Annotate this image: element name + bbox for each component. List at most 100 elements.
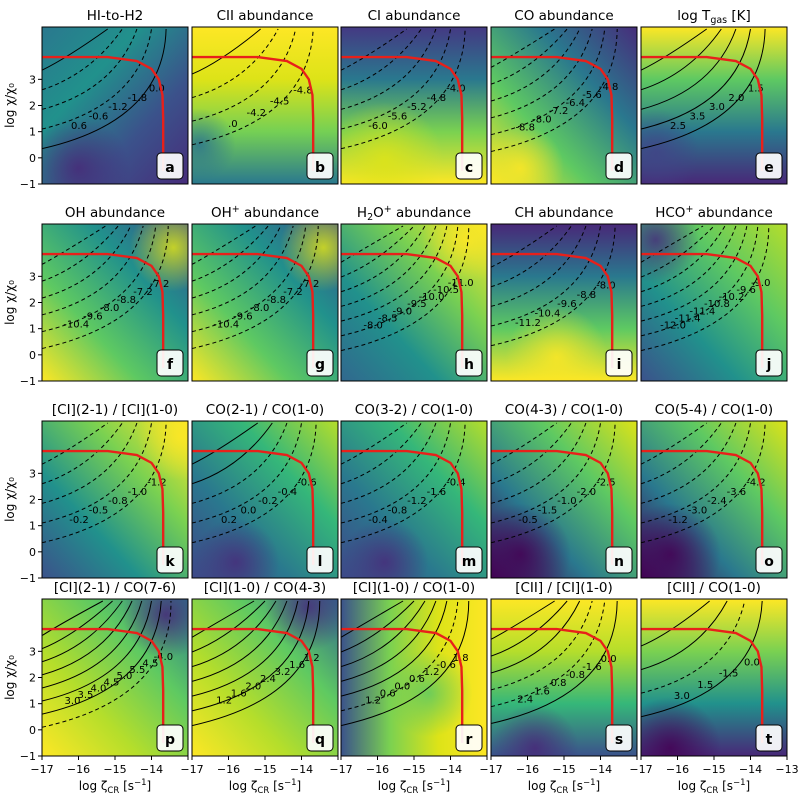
axes-frame <box>191 420 339 579</box>
contour-label: -8.0 <box>532 114 552 125</box>
panel-s: 2.41.60.8-0.8-1.60.0s[CII] / [CI](1-0)−1… <box>479 580 638 796</box>
contour-line <box>641 225 748 322</box>
y-tick-label: 1 <box>29 126 36 139</box>
y-tick-label: −1 <box>20 750 36 763</box>
x-tick-label: −15 <box>402 763 425 776</box>
contour-label: -9.0 <box>393 306 413 317</box>
trajectory-line <box>641 252 764 368</box>
contour-line <box>42 600 162 715</box>
contour-label: -4.5 <box>270 97 290 108</box>
contour-label: -1.0 <box>128 487 148 498</box>
contour-line <box>192 422 317 544</box>
x-tick-label: −17 <box>30 763 53 776</box>
y-tick-label: 2 <box>29 494 36 507</box>
panel-label-box <box>755 724 783 752</box>
panel-title: H2O+ abundance <box>357 204 471 223</box>
x-tick-label: −15 <box>702 763 725 776</box>
panel-label-box <box>455 546 483 574</box>
contour-label: 1.2 <box>424 667 440 678</box>
contour-label: 0.8 <box>551 678 567 689</box>
contour-line <box>192 225 319 349</box>
panel-label: r <box>466 732 473 748</box>
trajectory-line <box>42 252 165 368</box>
x-tick-label: −16 <box>67 763 90 776</box>
trajectory-line <box>641 627 764 743</box>
x-axis-label: log ζCR [s−1] <box>229 778 301 796</box>
heatmap-blob <box>505 306 608 381</box>
contour-line <box>341 28 437 110</box>
contour-line <box>641 28 722 91</box>
panel-label-box <box>156 546 184 574</box>
panel-label: t <box>766 732 773 748</box>
panel-k: -0.2-0.5-0.8-1.0-1.2 k [CI](2-1) / [CI](1-… <box>3 402 189 585</box>
contour-line <box>42 600 104 637</box>
contour-label: -6.4 <box>566 98 586 109</box>
contour-line <box>192 600 299 697</box>
contour-label: -9.6 <box>233 311 253 322</box>
contour-line <box>42 28 167 150</box>
contour-label: 1.5 <box>748 83 764 94</box>
contour-line <box>341 225 448 322</box>
contour-line <box>192 422 273 485</box>
y-tick-label: 0 <box>29 546 36 559</box>
panel-title: CO(3-2) / CO(1-0) <box>355 402 473 418</box>
contour-line <box>192 225 282 299</box>
contour-label: -9.0 <box>751 278 771 289</box>
contour-line <box>491 600 618 724</box>
x-tick-label: −14 <box>290 763 313 776</box>
axes-frame <box>340 420 488 579</box>
contour-label: -4.0 <box>446 83 466 94</box>
contour-label: 0.0 <box>744 657 760 668</box>
trajectory-line <box>641 55 764 171</box>
contour-label: -10.4 <box>213 319 239 330</box>
contour-line <box>42 28 123 91</box>
contour-label: 1.2 <box>304 653 320 664</box>
contour-line <box>491 422 572 485</box>
contour-label: -0.5 <box>89 506 109 517</box>
contour-line <box>491 600 568 657</box>
contour-label: 4.5 <box>142 659 158 670</box>
contour-line <box>641 28 707 71</box>
contour-label: -5.6 <box>388 112 408 123</box>
panel-title: [CI](2-1) / CO(7-6) <box>54 580 176 596</box>
contour-label: 3.5 <box>78 690 94 701</box>
panel-label: l <box>318 554 323 570</box>
contour-label: -9.5 <box>407 299 427 310</box>
panel-title: OH+ abundance <box>211 204 319 221</box>
contour-line <box>341 225 415 278</box>
panel-label-box <box>605 724 633 752</box>
contour-line <box>192 600 321 727</box>
contour-line <box>341 225 470 352</box>
panel-label: o <box>764 554 774 570</box>
contour-line <box>491 600 581 674</box>
trajectory-line <box>192 55 315 171</box>
trajectory-line <box>491 55 614 171</box>
contour-label: -12.0 <box>660 320 686 331</box>
panel-label: s <box>615 732 623 748</box>
contour-line <box>42 422 123 485</box>
contour-label: -7.2 <box>283 287 303 298</box>
y-tick-label: 2 <box>29 100 36 113</box>
panel-n: -0.5-1.5-1.0-2.0-2.5 n CO(4-3) / CO(1-0) <box>490 402 638 579</box>
contour-label: -4.0 <box>154 652 174 663</box>
heatmap-blob <box>122 599 188 659</box>
heatmap-blob <box>192 518 280 578</box>
contour-line <box>42 422 138 504</box>
panel-label-box <box>755 546 783 574</box>
contour-label: 1.5 <box>697 680 713 691</box>
contour-label: -0.8 <box>566 670 586 681</box>
contour-label: -8.0 <box>100 303 120 314</box>
axes-frame <box>490 420 638 579</box>
contour-line <box>491 600 593 691</box>
contour-label: -8.8 <box>267 295 287 306</box>
contour-label: -6.0 <box>368 121 388 132</box>
x-tick-label: −16 <box>217 763 240 776</box>
panel-label-box <box>306 349 334 377</box>
panel-label: i <box>617 357 622 373</box>
contour-label: -10.2 <box>719 292 745 303</box>
contour-label: -5.2 <box>407 102 427 113</box>
x-tick-label: −15 <box>253 763 276 776</box>
contour-line <box>341 600 448 697</box>
